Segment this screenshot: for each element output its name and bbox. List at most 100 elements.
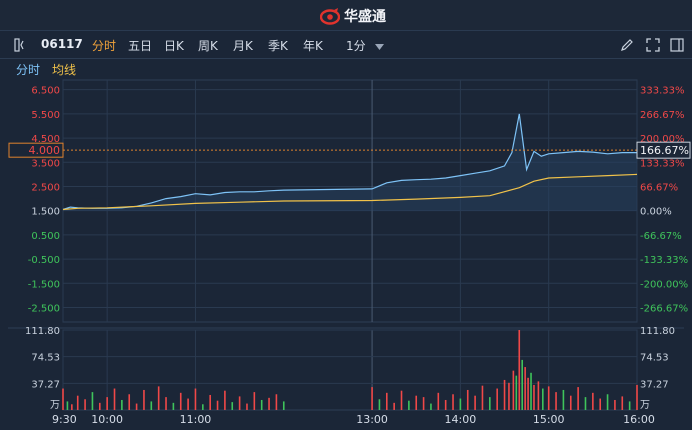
volume-tick-label-right: 111.80: [640, 326, 675, 337]
tab-five-day[interactable]: 五日: [128, 39, 153, 53]
volume-bar: [527, 377, 529, 410]
volume-bar: [172, 402, 175, 410]
x-tick-label: 10:00: [91, 413, 123, 426]
sidebar-toggle-icon[interactable]: [14, 38, 28, 52]
pencil-icon[interactable]: [620, 38, 634, 52]
expand-icon[interactable]: [646, 38, 660, 52]
volume-bar: [371, 387, 373, 410]
volume-bar: [430, 403, 432, 410]
volume-bar: [599, 398, 602, 410]
volume-bar: [515, 375, 518, 410]
x-tick-label: 11:00: [180, 413, 212, 426]
price-line: [62, 113, 637, 211]
tab-day-k[interactable]: 日K: [164, 39, 184, 53]
volume-bar: [253, 392, 256, 410]
volume-bar: [400, 390, 403, 410]
x-tick-label: 16:00: [623, 413, 655, 426]
volume-bar: [187, 398, 189, 410]
volume-bar: [268, 397, 270, 410]
volume-bar: [530, 372, 532, 410]
tab-week-k[interactable]: 周K: [198, 39, 218, 53]
price-tick-label: 4.500: [31, 134, 60, 145]
volume-tick-label: 74.53: [31, 353, 60, 364]
brand-logo: 华盛通: [320, 6, 386, 26]
volume-bar: [275, 394, 278, 410]
volume-bar: [437, 392, 440, 410]
volume-bar: [179, 392, 182, 410]
volume-bar: [537, 381, 540, 410]
subtab-avg-line[interactable]: 均线: [52, 63, 77, 77]
price-tick-label: -0.500: [28, 255, 60, 266]
avg-line: [62, 173, 638, 211]
volume-bar: [76, 395, 79, 410]
volume-bar: [165, 397, 167, 410]
panel-icon[interactable]: [670, 38, 684, 52]
volume-bar: [521, 359, 523, 410]
volume-bar: [524, 367, 526, 410]
volume-unit-label-right: 万: [640, 400, 650, 411]
volume-bar: [542, 388, 544, 410]
price-tick-label: -1.500: [28, 279, 60, 290]
x-tick-label: 14:00: [445, 413, 477, 426]
volume-bar: [577, 387, 579, 410]
percent-tick-label: 200.00%: [640, 134, 685, 145]
volume-bar: [113, 388, 116, 410]
volume-bar: [415, 395, 418, 410]
toolbar: 06117 分时 五日 日K 周K 月K 季K 年K 1分: [0, 31, 692, 59]
current-price-box: [8, 142, 64, 158]
tab-quarter-k[interactable]: 季K: [268, 39, 288, 53]
volume-bar: [512, 370, 515, 410]
volume-bar: [503, 379, 506, 410]
interval-dropdown[interactable]: 1分: [346, 37, 385, 54]
volume-bar: [216, 400, 219, 410]
current-pct-label: 166.67%: [640, 144, 689, 157]
volume-bar: [562, 389, 565, 410]
price-tick-label: 5.500: [31, 110, 60, 121]
volume-bar: [452, 394, 454, 410]
price-tick-label: 1.500: [31, 207, 60, 218]
volume-bar: [71, 404, 73, 410]
percent-tick-label: -66.67%: [640, 231, 682, 242]
volume-bar: [547, 386, 550, 410]
percent-tick-label: 133.33%: [640, 158, 685, 169]
volume-bar: [62, 388, 64, 410]
volume-bar: [444, 399, 447, 410]
volume-bar: [143, 389, 145, 410]
volume-bar: [408, 400, 410, 410]
chevron-down-icon: [375, 43, 385, 50]
volume-bar: [466, 389, 469, 410]
volume-bar: [157, 386, 160, 410]
volume-bar: [135, 403, 138, 410]
volume-bar: [150, 401, 153, 410]
volume-bar: [555, 392, 557, 410]
brand-name: 华盛通: [344, 9, 386, 25]
percent-tick-label: -133.33%: [640, 255, 688, 266]
volume-bar: [282, 401, 285, 410]
percent-tick-label: 0.00%: [640, 207, 672, 218]
volume-bar: [614, 399, 616, 410]
volume-bar: [246, 403, 248, 410]
volume-bar: [569, 395, 572, 410]
x-tick-label: 15:00: [533, 413, 565, 426]
chart-subtabs: 分时 均线: [0, 58, 692, 80]
percent-tick-label: 266.67%: [640, 110, 685, 121]
tab-year-k[interactable]: 年K: [303, 39, 323, 53]
volume-tick-label-right: 37.27: [640, 379, 669, 390]
subtab-intraday[interactable]: 分时: [16, 63, 41, 77]
tab-intraday[interactable]: 分时: [92, 39, 117, 53]
volume-tick-label: 37.27: [31, 379, 60, 390]
volume-bar: [106, 397, 108, 410]
brand-mark-icon: [320, 8, 340, 25]
price-tick-label: 0.500: [31, 231, 60, 242]
volume-bar: [422, 397, 425, 410]
volume-bar: [496, 388, 498, 410]
volume-bar: [194, 388, 197, 410]
volume-tick-label-right: 74.53: [640, 353, 669, 364]
volume-bar: [231, 402, 234, 410]
volume-bar: [628, 401, 631, 410]
volume-bar: [238, 396, 241, 410]
volume-bar: [621, 396, 624, 410]
tab-month-k[interactable]: 月K: [233, 39, 253, 53]
volume-bar: [66, 401, 69, 410]
title-bar: 华盛通: [0, 0, 692, 31]
